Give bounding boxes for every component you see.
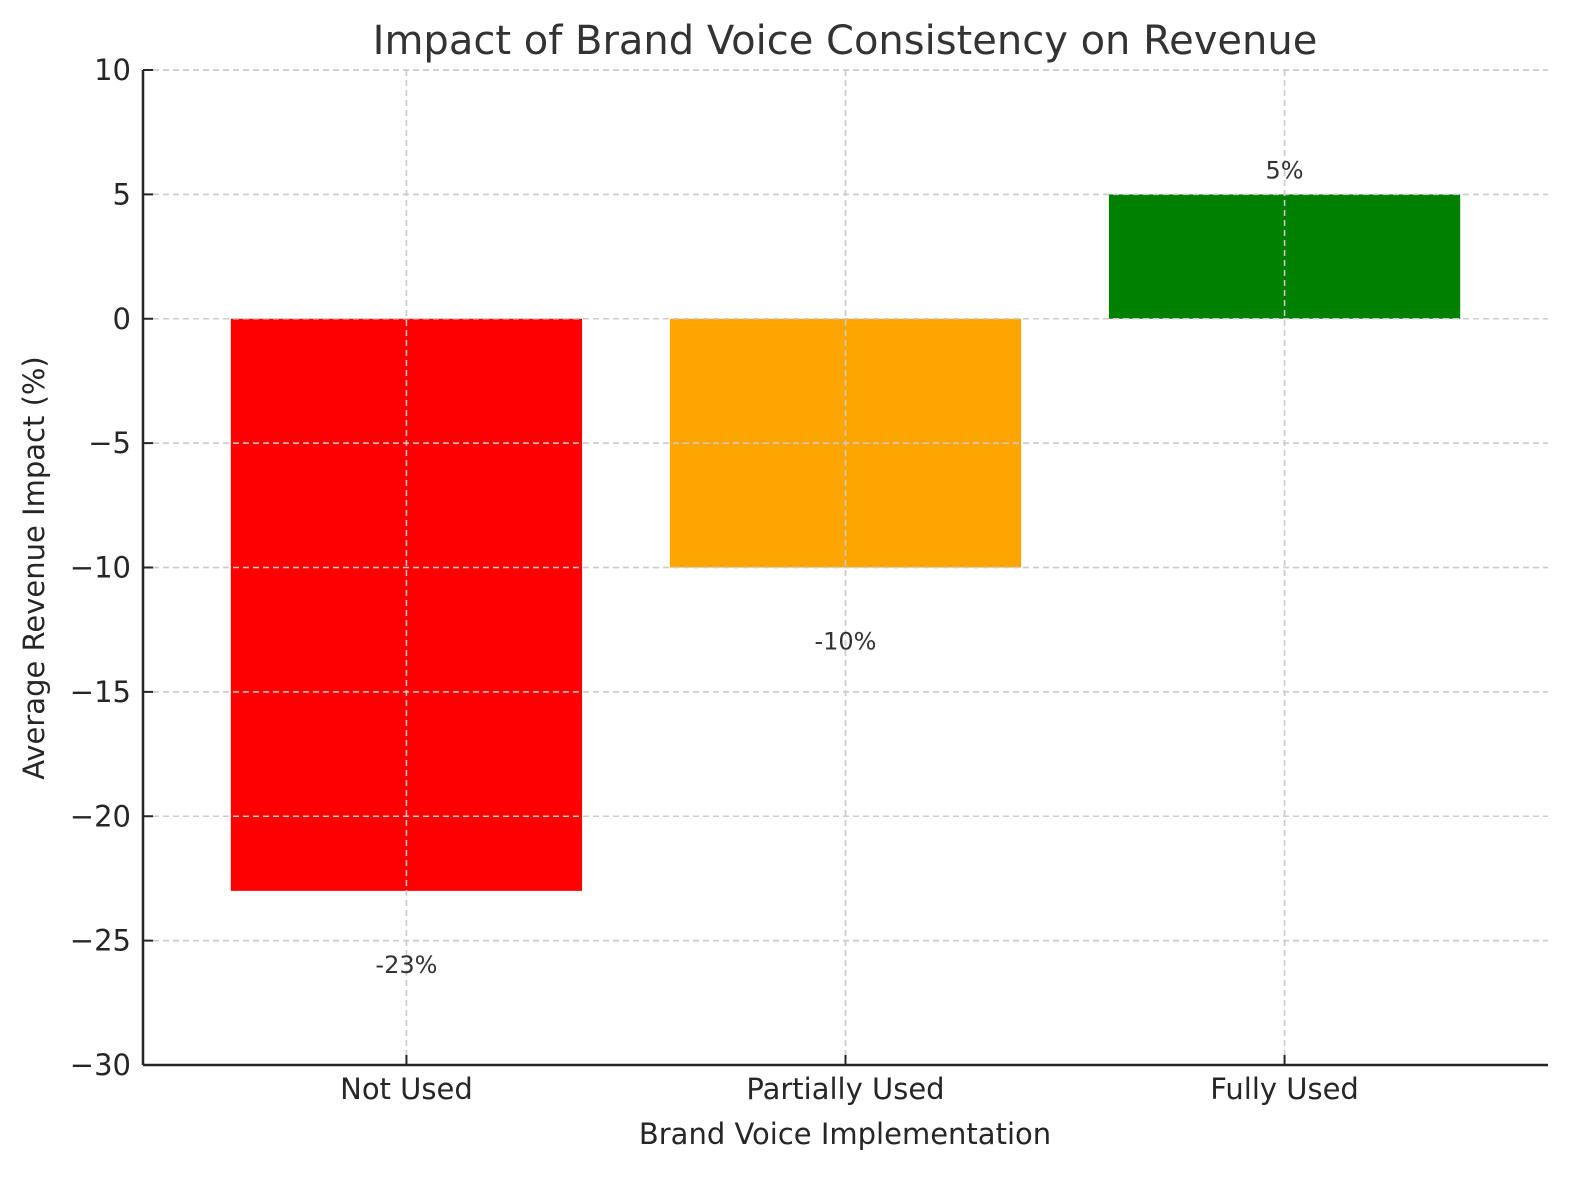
y-tick-label: −30 <box>70 1048 131 1082</box>
chart-title: Impact of Brand Voice Consistency on Rev… <box>373 18 1318 64</box>
y-tick-label: −5 <box>88 426 131 460</box>
x-axis-label: Brand Voice Implementation <box>639 1117 1051 1151</box>
bars <box>143 69 1548 1066</box>
data-labels: -23% -10% 5% <box>375 156 1303 979</box>
x-tick-label: Partially Used <box>746 1072 944 1106</box>
data-label: -10% <box>814 628 876 656</box>
y-tick-label: 0 <box>113 302 131 336</box>
x-tick-label: Not Used <box>340 1072 473 1106</box>
y-tick-label: −10 <box>70 551 131 585</box>
axes: 10 5 0 −5 −10 −15 −20 −25 −30 Not Used Partially U… <box>70 53 1548 1106</box>
x-tick-label: Fully Used <box>1210 1072 1359 1106</box>
data-label: 5% <box>1266 156 1304 184</box>
y-tick-label: −25 <box>70 924 131 958</box>
data-label: -23% <box>375 951 437 979</box>
y-tick-label: 10 <box>94 53 131 87</box>
y-tick-label: 5 <box>113 177 131 211</box>
y-tick-label: −15 <box>70 675 131 709</box>
y-axis-label: Average Revenue Impact (%) <box>17 356 51 780</box>
y-tick-label: −20 <box>70 799 131 833</box>
